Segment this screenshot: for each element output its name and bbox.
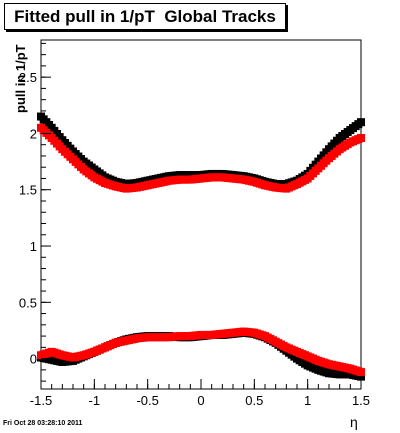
- series-3: [37, 327, 365, 377]
- x-tick-label: 1: [304, 393, 311, 408]
- y-tick-label: 0: [30, 352, 37, 367]
- y-axis-label: pull in 1/pT: [13, 44, 28, 113]
- x-tick-label: 0.5: [245, 393, 263, 408]
- data-point: [357, 372, 365, 381]
- ticks-layer: -1.5 -1 -0.5 0 0.5 1 1.5 0 0.5 1 1.5 2 2.5: [19, 42, 370, 408]
- y-tick-label: 1.5: [19, 183, 37, 198]
- y-tick-label: 1: [30, 239, 37, 254]
- series-1: [37, 123, 365, 193]
- chart-title-box: Fitted pull in 1/pT Global Tracks: [4, 3, 286, 30]
- x-tick-label: -1.5: [30, 393, 52, 408]
- x-tick-label: 1.5: [352, 393, 370, 408]
- y-tick-label: 2: [30, 126, 37, 141]
- data-point: [357, 118, 365, 127]
- x-axis-label: η: [350, 414, 358, 430]
- timestamp-footer: Fri Oct 28 03:28:10 2011: [3, 420, 83, 427]
- series-layer: [37, 112, 365, 381]
- x-tick-label: -0.5: [136, 393, 158, 408]
- y-tick-label: 2.5: [19, 70, 37, 85]
- data-point: [357, 368, 365, 377]
- y-tick-label: 0.5: [19, 295, 37, 310]
- x-tick-label: -1: [89, 393, 101, 408]
- x-tick-label: 0: [197, 393, 204, 408]
- data-point: [357, 133, 365, 142]
- chart-title: Fitted pull in 1/pT Global Tracks: [14, 6, 276, 26]
